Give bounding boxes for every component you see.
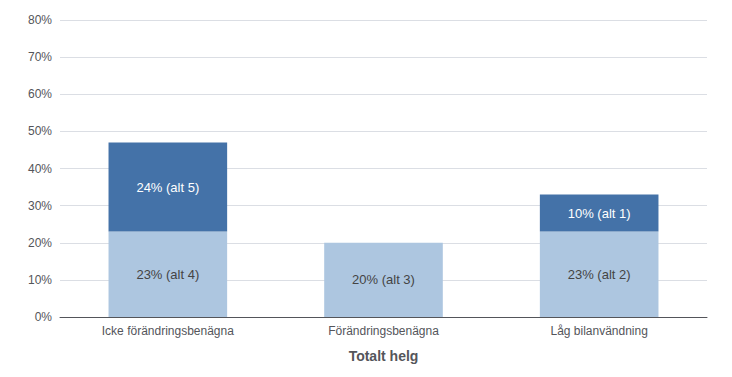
svg-text:24% (alt 5): 24% (alt 5) [136,180,199,195]
svg-text:20% (alt 3): 20% (alt 3) [352,272,415,287]
svg-text:10%: 10% [28,273,52,287]
svg-text:30%: 30% [28,199,52,213]
svg-text:60%: 60% [28,87,52,101]
svg-text:50%: 50% [28,124,52,138]
svg-text:20%: 20% [28,236,52,250]
svg-text:Förändringsbenägna: Förändringsbenägna [328,324,439,338]
svg-text:0%: 0% [35,310,53,324]
svg-text:40%: 40% [28,162,52,176]
svg-text:23% (alt 2): 23% (alt 2) [568,267,631,282]
svg-text:70%: 70% [28,50,52,64]
svg-text:Totalt helg: Totalt helg [349,348,419,364]
svg-text:Låg bilanvändning: Låg bilanvändning [550,324,647,338]
svg-text:23% (alt 4): 23% (alt 4) [136,267,199,282]
svg-text:10% (alt 1): 10% (alt 1) [568,206,631,221]
svg-text:Icke förändringsbenägna: Icke förändringsbenägna [102,324,234,338]
svg-text:80%: 80% [28,13,52,27]
